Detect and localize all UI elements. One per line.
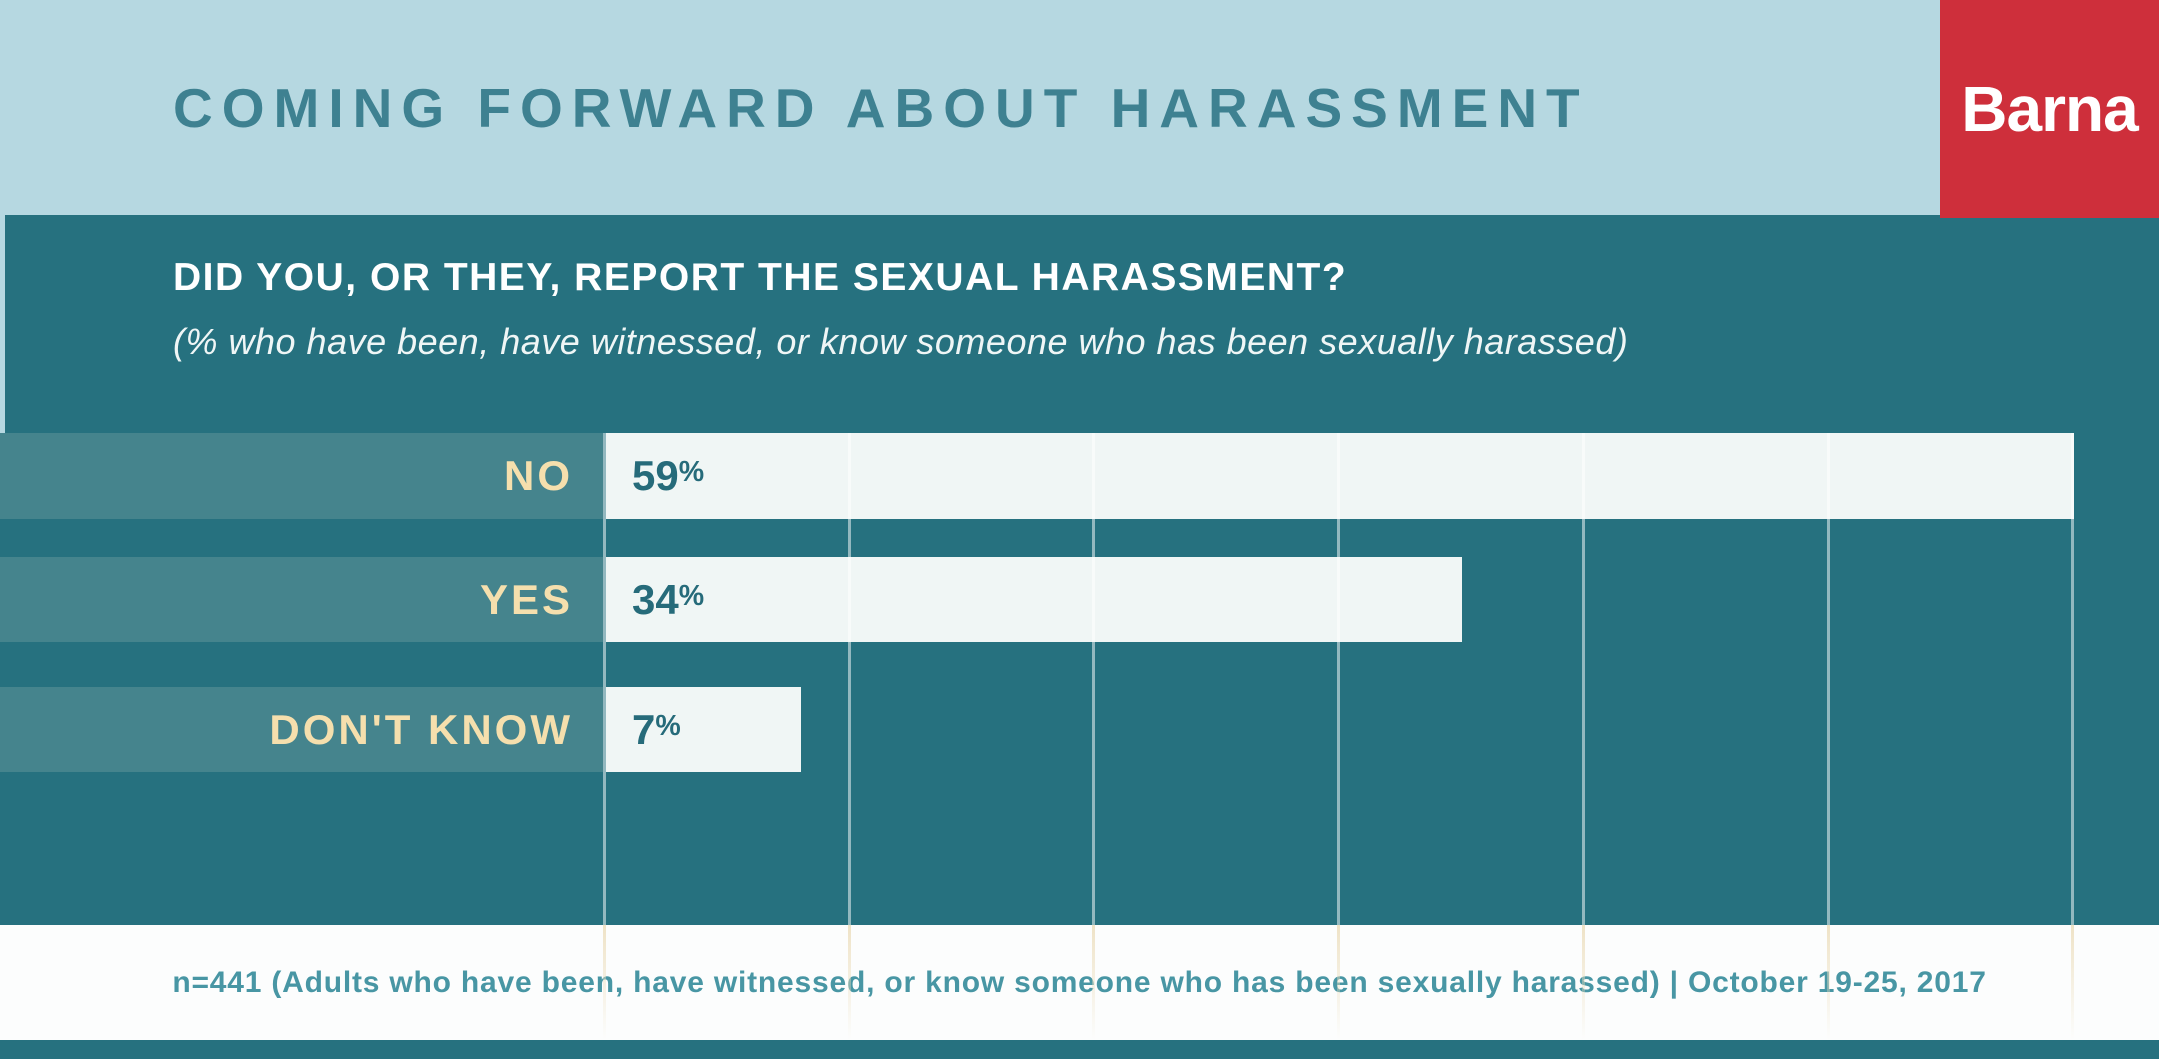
gridline <box>1582 433 1585 925</box>
gridline <box>848 433 851 925</box>
footer-gridline <box>1582 925 1585 1040</box>
footer-gridline <box>1827 925 1830 1040</box>
question-title: DID YOU, OR THEY, REPORT THE SEXUAL HARA… <box>173 256 1348 299</box>
footer-gridline <box>1092 925 1095 1040</box>
barna-logo-text: Barna <box>1961 73 2138 145</box>
question-block: DID YOU, OR THEY, REPORT THE SEXUAL HARA… <box>173 253 1628 365</box>
bar-row-dont-know: DON'T KNOW 7% <box>0 687 2159 772</box>
category-label-band: DON'T KNOW <box>0 687 603 772</box>
source-note: n=441 (Adults who have been, have witnes… <box>172 965 1987 999</box>
footer-strip: n=441 (Adults who have been, have witnes… <box>0 925 2159 1040</box>
bar-row-no: NO 59% <box>0 433 2159 519</box>
category-label: YES <box>479 575 573 623</box>
category-label: DON'T KNOW <box>269 705 573 753</box>
footer-gridline <box>603 925 606 1040</box>
gridline <box>1092 433 1095 925</box>
left-edge-sliver <box>0 215 5 433</box>
bar-yes: 34% <box>606 557 1462 642</box>
percent-sign: % <box>678 579 705 612</box>
header-banner: COMING FORWARD ABOUT HARASSMENT <box>0 0 2159 215</box>
footer-gridline <box>2071 925 2074 1040</box>
barna-logo: Barna <box>1940 0 2159 218</box>
bar-value-label: 34% <box>632 575 705 623</box>
gridline <box>2071 433 2074 925</box>
question-subtitle: (% who have been, have witnessed, or kno… <box>173 321 1629 362</box>
gridline <box>1827 433 1830 925</box>
category-label-band: YES <box>0 557 603 642</box>
percent-sign: % <box>655 709 681 742</box>
footer-gridline <box>848 925 851 1040</box>
percent-sign: % <box>678 456 705 488</box>
gridline <box>1337 433 1340 925</box>
footer-gridline <box>1337 925 1340 1040</box>
bar-value-label: 59% <box>632 452 705 499</box>
gridline <box>603 433 606 925</box>
bar-no: 59% <box>606 433 2074 519</box>
category-label-band: NO <box>0 433 603 519</box>
chart-panel: DID YOU, OR THEY, REPORT THE SEXUAL HARA… <box>0 215 2159 925</box>
bottom-stripe <box>0 1040 2159 1059</box>
bar-row-yes: YES 34% <box>0 557 2159 642</box>
category-label: NO <box>504 452 573 499</box>
bar-dont-know: 7% <box>606 687 801 772</box>
bar-value-label: 7% <box>632 705 681 753</box>
page-title: COMING FORWARD ABOUT HARASSMENT <box>173 76 1589 139</box>
